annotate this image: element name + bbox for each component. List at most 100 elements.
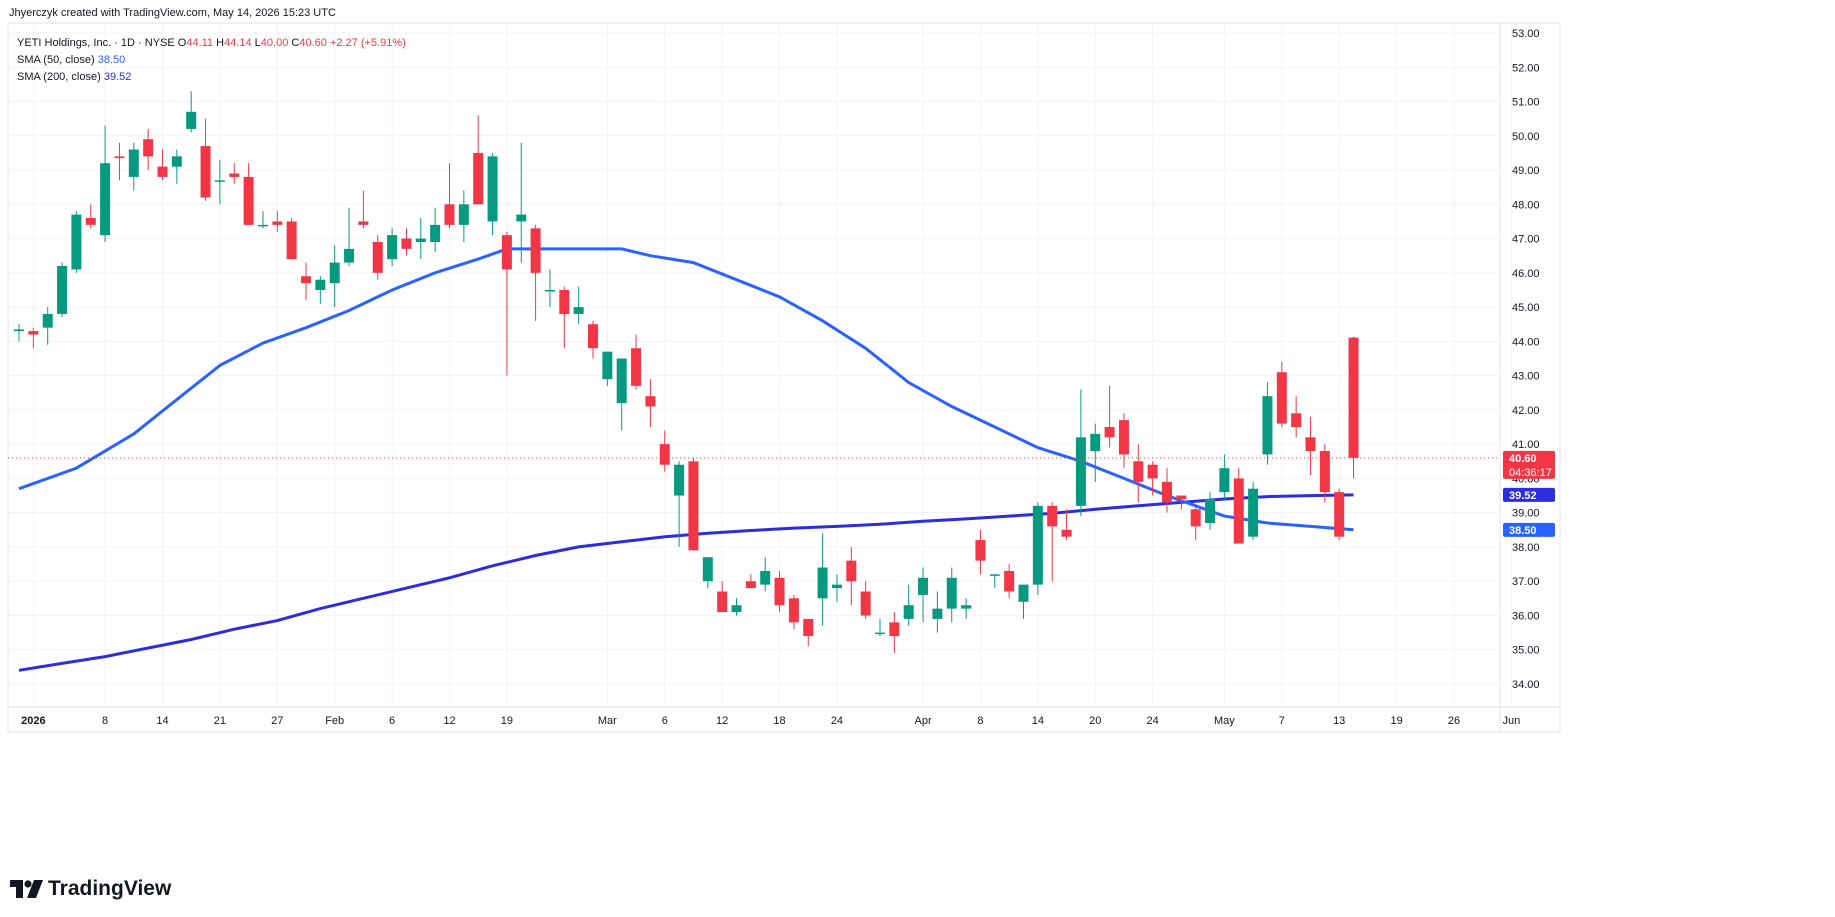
sma200-price-tag	[1503, 487, 1555, 502]
x-tick-label: 8	[102, 715, 108, 727]
candle-body	[745, 581, 756, 589]
candle-body	[788, 598, 799, 623]
candle-body	[803, 618, 814, 637]
candle-body	[975, 540, 986, 561]
y-tick-label: 45.00	[1512, 302, 1540, 314]
candle-body	[1147, 464, 1158, 479]
candle-body	[487, 156, 498, 222]
open-label: O	[177, 37, 187, 49]
y-tick-label: 42.00	[1512, 405, 1540, 417]
candle-body	[1248, 488, 1259, 537]
candle-body	[14, 329, 24, 332]
candle-body	[1032, 505, 1043, 585]
candle-body	[1133, 461, 1144, 482]
candle-body	[875, 632, 885, 635]
candle-body	[372, 242, 383, 273]
candle-body	[344, 248, 355, 263]
x-tick-label: 27	[271, 715, 283, 727]
candle-body	[1004, 570, 1015, 592]
candle-body	[214, 180, 225, 182]
candle-body	[57, 265, 68, 314]
x-tick-label: 19	[501, 715, 513, 727]
x-tick-label: 7	[1279, 715, 1285, 727]
candle-body	[674, 464, 685, 496]
candle-body	[559, 289, 570, 314]
sma200-line	[18, 493, 1354, 672]
candle-body	[458, 204, 469, 225]
sma50-price-tag	[1503, 522, 1555, 537]
x-tick-label: May	[1214, 715, 1235, 727]
y-tick-label: 41.00	[1512, 439, 1540, 451]
tradingview-logo[interactable]: TradingView	[10, 877, 171, 901]
candle-body	[1276, 372, 1287, 424]
candle-body	[903, 605, 914, 619]
close-label: C	[291, 37, 300, 49]
candle-body	[946, 577, 957, 609]
sma200-value: 39.52	[103, 71, 132, 83]
candle-body	[1061, 529, 1072, 537]
x-tick-label: 24	[831, 715, 843, 727]
close-value: 40.60	[299, 37, 327, 49]
ohlc-legend-row: YETI Holdings, Inc. · 1D · NYSE O44.11 H…	[17, 35, 406, 52]
y-tick-label: 47.00	[1512, 234, 1540, 246]
candle-body	[544, 289, 555, 292]
candle-body	[186, 111, 197, 129]
sma200-legend-row[interactable]: SMA (200, close) 39.52	[17, 69, 406, 86]
plot-area	[8, 91, 1500, 672]
y-tick-label: 48.00	[1512, 199, 1540, 211]
x-tick-label: 14	[1032, 715, 1044, 727]
x-tick-label: 24	[1147, 715, 1159, 727]
x-tick-label: 13	[1333, 715, 1345, 727]
candle-body	[831, 584, 842, 589]
candle-body	[1118, 420, 1129, 455]
candle-body	[1047, 505, 1058, 527]
candle-body	[171, 156, 182, 167]
y-tick-label: 53.00	[1512, 28, 1540, 40]
candle-body	[1291, 413, 1302, 428]
candle-body	[1334, 492, 1345, 537]
candle-body	[286, 221, 297, 260]
x-tick-label: Apr	[914, 715, 931, 727]
sma50-line	[18, 247, 1354, 532]
candle-body	[1348, 337, 1359, 458]
candle-body	[659, 444, 670, 465]
candle-body	[1018, 584, 1029, 602]
candle-body	[516, 214, 527, 222]
y-tick-label: 34.00	[1512, 679, 1540, 691]
x-tick-label: 26	[1448, 715, 1460, 727]
candle-body	[1075, 437, 1086, 506]
sma50-value: 38.50	[97, 54, 126, 66]
y-tick-label: 50.00	[1512, 131, 1540, 143]
candle-body	[760, 570, 771, 585]
candle-body	[114, 156, 125, 159]
candle-body	[1090, 433, 1101, 452]
x-tick-label: 12	[443, 715, 455, 727]
candle-body	[501, 235, 512, 270]
candle-body	[272, 221, 283, 225]
x-tick-label: 8	[977, 715, 983, 727]
open-value: 44.11	[186, 37, 214, 49]
x-tick-label: Jun	[1503, 715, 1521, 727]
candle-body	[358, 221, 369, 225]
candle-body	[817, 567, 828, 599]
low-value: 40.00	[260, 37, 289, 49]
y-tick-label: 46.00	[1512, 268, 1540, 280]
x-tick-label: 6	[389, 715, 395, 727]
y-tick-label: 49.00	[1512, 165, 1540, 177]
candle-body	[229, 173, 240, 177]
candle-body	[932, 608, 943, 619]
symbol-name[interactable]: YETI Holdings, Inc. · 1D · NYSE	[17, 37, 175, 49]
sma50-label: SMA (50, close)	[17, 54, 95, 66]
last-price-tag-text: 04:36:17	[1509, 467, 1552, 479]
x-tick-label: Mar	[598, 715, 617, 727]
candle-body	[631, 348, 642, 386]
candle-body	[257, 224, 268, 227]
candle-body	[1262, 396, 1273, 455]
sma50-legend-row[interactable]: SMA (50, close) 38.50	[17, 52, 406, 69]
candle-body	[889, 622, 900, 637]
chart-credit: Jhyerczyk created with TradingView.com, …	[9, 7, 336, 19]
candle-body	[85, 218, 96, 225]
candle-body	[71, 214, 82, 270]
y-tick-label: 37.00	[1512, 576, 1540, 588]
